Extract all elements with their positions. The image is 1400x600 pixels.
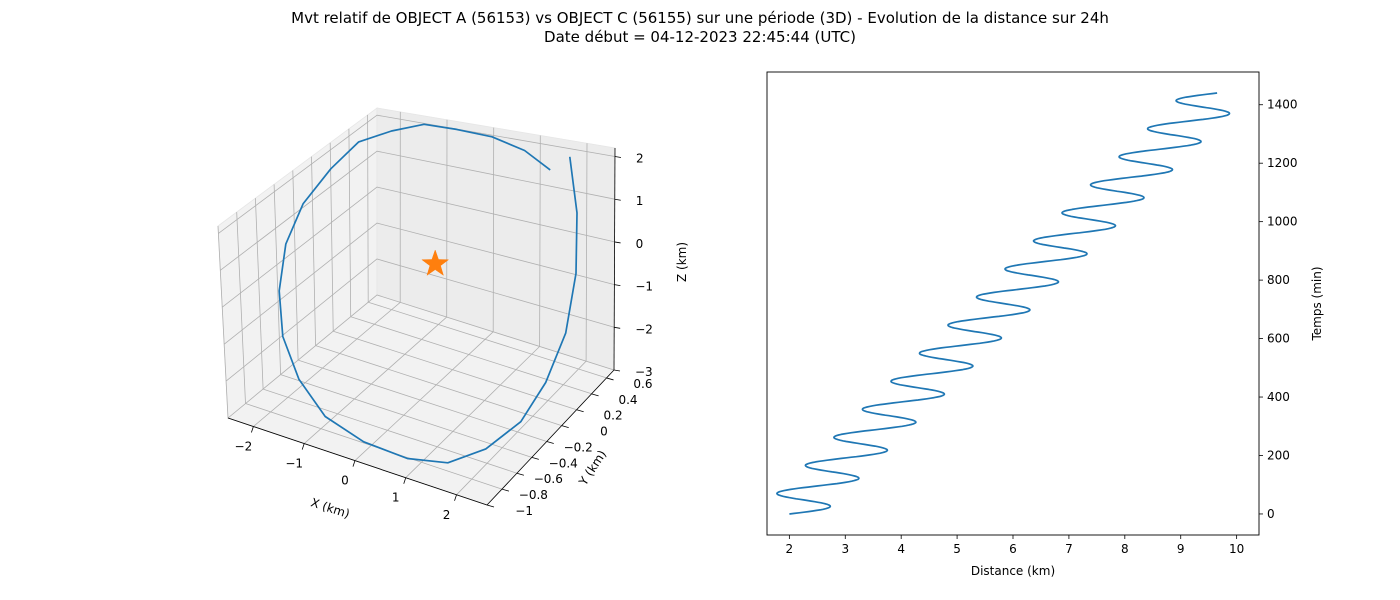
z-tick-label: −1	[635, 280, 653, 294]
y-tick-label: 400	[1267, 390, 1290, 404]
x-tick	[352, 460, 356, 467]
z-tick	[614, 156, 622, 158]
y-tick	[486, 504, 495, 508]
x-axis-label: X (km)	[309, 495, 351, 521]
y-tick-label: −0.8	[519, 488, 548, 502]
figure-title-line2: Date début = 04-12-2023 22:45:44 (UTC)	[544, 28, 856, 46]
x-tick	[301, 443, 305, 450]
y-tick-label: 1000	[1267, 215, 1298, 229]
y-axis-label: Temps (min)	[1310, 266, 1324, 341]
x-tick-label: 9	[1177, 542, 1185, 556]
y-tick-label: 1200	[1267, 156, 1298, 170]
y-tick-label: 0.4	[618, 393, 637, 407]
z-tick-label: −2	[635, 322, 653, 336]
z-tick-label: −3	[635, 365, 653, 379]
x-tick	[251, 426, 254, 433]
z-tick	[614, 326, 621, 329]
grid-line-z	[221, 186, 615, 308]
y-tick-label: 200	[1267, 448, 1290, 462]
y-tick-label: −1	[515, 504, 533, 518]
x-tick-label: −1	[285, 457, 303, 471]
x-axis-label: Distance (km)	[971, 564, 1055, 578]
y-tick	[546, 441, 554, 444]
z-tick-label: 2	[636, 152, 644, 166]
x-tick-label: 2	[786, 542, 794, 556]
y-tick	[591, 393, 599, 397]
z-tick-label: 0	[636, 237, 644, 251]
x-tick-label: 4	[897, 542, 905, 556]
y-tick	[561, 425, 569, 428]
grid-line-z	[220, 150, 615, 271]
x-tick-label: −2	[235, 440, 253, 454]
x-tick	[403, 477, 407, 484]
x-tick-label: 3	[841, 542, 849, 556]
x-tick-label: 10	[1229, 542, 1244, 556]
y-tick-label: −0.2	[564, 440, 593, 454]
x-tick-label: 2	[443, 508, 451, 522]
x-tick-label: 8	[1121, 542, 1129, 556]
axes-3d: −2 −1 0 1 2 −1 −0.8 −0.6 −0.4 −0.2 0 0.2 0.4 0.6−3 −2 −…	[217, 107, 689, 522]
y-tick	[531, 456, 539, 460]
grid-line-z	[223, 222, 615, 345]
y-tick	[516, 472, 524, 476]
y-tick-label: 0	[1267, 507, 1275, 521]
z-tick	[614, 241, 621, 244]
grid-line-z	[218, 114, 616, 234]
y-tick-label: 800	[1267, 273, 1290, 287]
z-tick-label: 1	[636, 194, 644, 208]
y-tick	[606, 377, 614, 381]
y-axis-line	[486, 369, 615, 506]
x-axis-line	[227, 417, 488, 506]
plot-frame	[766, 71, 1260, 536]
grid-line-z	[225, 258, 615, 382]
x-tick	[454, 494, 457, 501]
z-tick	[614, 284, 621, 287]
figure-title: Mvt relatif de OBJECT A (56153) vs OBJEC…	[0, 9, 1400, 47]
y-tick	[576, 409, 584, 413]
y-tick	[501, 488, 510, 492]
x-tick-label: 6	[1009, 542, 1017, 556]
figure-title-line1: Mvt relatif de OBJECT A (56153) vs OBJEC…	[291, 9, 1109, 27]
x-tick-label: 1	[392, 491, 400, 505]
origin-star-marker	[421, 249, 450, 276]
distance-curve	[776, 92, 1231, 515]
y-tick-label: 0.6	[633, 377, 652, 391]
y-tick-label: 1400	[1267, 98, 1298, 112]
axes-distance-time: 2 3 4 5 6 7 8 9 10 0 200 400 600 800 1000 1200 1400 Dista…	[766, 71, 1324, 578]
x-tick-label: 5	[953, 542, 961, 556]
y-tick-label: −0.4	[549, 456, 578, 470]
x-tick-label: 7	[1065, 542, 1073, 556]
y-tick-label: 600	[1267, 332, 1290, 346]
y-tick-label: 0	[600, 425, 608, 439]
grid-line-z	[227, 294, 615, 419]
y-tick-label: 0.2	[604, 409, 623, 423]
y-tick-label: −0.6	[534, 472, 563, 486]
z-axis-label: Z (km)	[675, 242, 689, 282]
z-axis-line	[613, 147, 616, 371]
x-tick-label: 0	[341, 474, 349, 488]
z-tick	[613, 369, 621, 372]
trajectory-line	[278, 123, 578, 464]
z-tick	[614, 198, 621, 201]
